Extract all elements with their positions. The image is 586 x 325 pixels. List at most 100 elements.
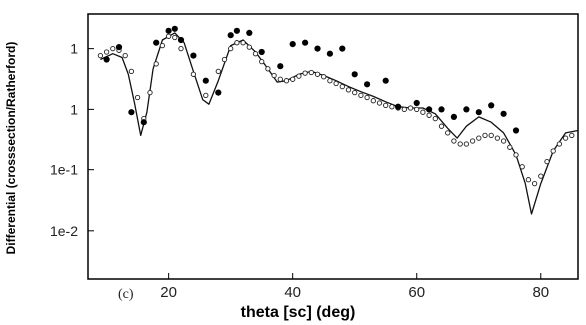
open-circle-point-36 (339, 83, 345, 90)
filled-circle-point-17 (302, 39, 309, 46)
open-circle-point-65 (519, 164, 525, 170)
filled-circle-point-18 (314, 45, 321, 52)
filled-circle-point-20 (339, 45, 346, 52)
filled-circle-point-13 (246, 29, 253, 36)
open-circle-point-50 (426, 112, 432, 118)
open-circle-point-28 (290, 76, 296, 82)
open-circle-point-51 (432, 115, 438, 122)
open-circle-point-4 (122, 52, 128, 59)
open-circle-point-23 (259, 58, 265, 65)
open-circle-point-43 (383, 102, 389, 109)
open-circle-point-18 (228, 45, 234, 52)
open-circle-point-67 (531, 180, 538, 187)
open-circle-point-30 (302, 70, 308, 76)
open-circle-point-14 (190, 71, 197, 77)
open-circle-point-71 (556, 141, 563, 147)
open-circle-point-33 (321, 74, 327, 80)
open-circle-point-17 (221, 56, 228, 63)
filled-circle-point-5 (165, 27, 172, 34)
open-circle-point-8 (147, 89, 153, 96)
open-circle-point-68 (538, 173, 544, 179)
open-circle-point-25 (271, 72, 277, 79)
open-circle-point-11 (165, 33, 172, 39)
open-circle-point-55 (457, 141, 463, 147)
open-circle-point-16 (215, 68, 221, 75)
x-tick-label-2: 60 (408, 284, 425, 301)
open-circle-point-72 (562, 135, 569, 141)
filled-circle-point-23 (382, 77, 389, 84)
filled-circle-point-26 (426, 106, 433, 113)
x-tick-label-0: 20 (160, 284, 177, 301)
tick-marks (88, 48, 542, 279)
open-circle-point-22 (252, 51, 259, 57)
open-circle-point-35 (333, 80, 339, 87)
open-circle-point-48 (414, 106, 420, 113)
open-circle-point-59 (482, 132, 488, 139)
open-circle-point-31 (308, 69, 314, 76)
filled-circle-point-1 (115, 44, 123, 51)
open-circle-point-13 (178, 45, 184, 52)
open-circle-point-66 (525, 177, 532, 183)
open-circle-point-60 (488, 132, 494, 139)
open-circle-point-69 (544, 158, 550, 165)
filled-circle-point-19 (326, 50, 333, 57)
open-circle-point-15 (203, 92, 209, 99)
filled-circle-point-25 (413, 99, 420, 107)
open-circle-point-56 (463, 141, 470, 147)
open-circle-point-40 (364, 94, 370, 101)
open-circle-point-53 (445, 130, 451, 136)
open-circle-series (97, 33, 575, 187)
open-circle-point-49 (420, 109, 426, 115)
filled-circle-point-32 (500, 110, 507, 117)
plot-frame (87, 13, 579, 280)
open-circle-point-19 (234, 40, 240, 46)
open-circle-point-63 (507, 144, 513, 150)
filled-circle-point-6 (171, 25, 178, 32)
open-circle-point-52 (438, 123, 445, 129)
open-circle-point-46 (401, 106, 407, 113)
open-circle-point-5 (128, 68, 135, 75)
x-tick-labels: 20 40 60 80 (160, 284, 549, 301)
filled-circle-point-12 (233, 27, 240, 34)
open-circle-point-32 (314, 71, 321, 77)
open-circle-point-64 (513, 152, 519, 158)
open-circle-point-62 (500, 138, 507, 144)
open-circle-point-9 (153, 61, 159, 67)
y-axis-title: Differential (crosssection/Ratherford) (4, 42, 18, 255)
y-tick-labels: 1 1 1e-1 1e-2 (50, 41, 78, 239)
filled-circle-point-33 (512, 127, 520, 134)
open-circle-point-24 (265, 66, 271, 72)
y-tick-label-1: 1 (70, 101, 78, 117)
filled-circle-point-31 (488, 102, 495, 109)
open-circle-point-0 (97, 52, 104, 59)
filled-circle-point-29 (463, 106, 470, 113)
open-circle-point-21 (246, 44, 252, 50)
x-tick-label-3: 80 (532, 284, 549, 301)
filled-circle-point-24 (395, 103, 402, 110)
filled-circle-point-11 (227, 32, 234, 39)
open-circle-point-20 (240, 40, 246, 46)
filled-circle-point-2 (128, 109, 135, 116)
open-circle-point-29 (296, 73, 302, 79)
open-circle-point-47 (407, 105, 414, 111)
filled-circle-point-21 (351, 71, 358, 78)
plot-area (87, 13, 579, 280)
filled-circle-point-10 (215, 89, 222, 96)
open-circle-point-34 (327, 78, 333, 84)
filled-circle-point-4 (153, 39, 160, 46)
filled-circle-point-14 (258, 48, 265, 56)
y-tick-label-2: 1e-1 (50, 162, 78, 178)
open-circle-point-39 (358, 92, 364, 99)
filled-circle-point-28 (450, 113, 457, 120)
filled-circle-point-0 (103, 56, 110, 63)
filled-circle-point-3 (140, 119, 147, 126)
open-circle-point-70 (550, 148, 556, 154)
open-circle-point-57 (469, 138, 476, 144)
filled-circle-point-22 (364, 81, 371, 88)
y-tick-label-3: 1e-2 (50, 223, 78, 239)
open-circle-point-58 (476, 135, 482, 141)
filled-circle-point-15 (277, 63, 284, 70)
filled-circle-point-8 (190, 52, 197, 59)
open-circle-point-1 (103, 49, 110, 55)
filled-circle-point-30 (475, 109, 482, 116)
